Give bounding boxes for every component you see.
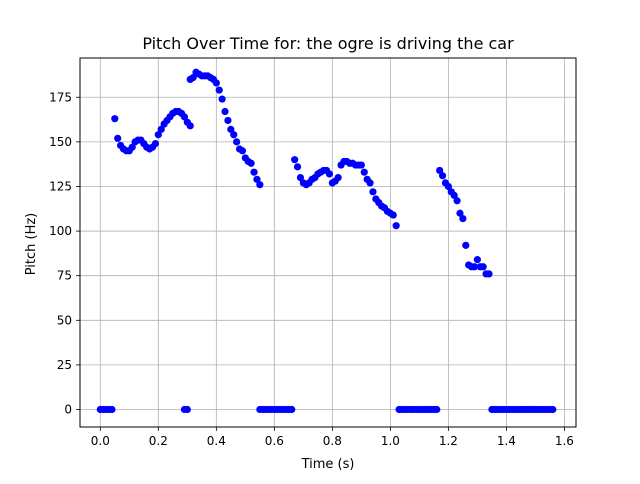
pitch-point <box>369 188 377 196</box>
x-tick-label: 1.6 <box>555 434 574 448</box>
pitch-point <box>392 222 400 230</box>
data-points <box>96 68 557 414</box>
pitch-point <box>183 405 191 414</box>
pitch-point <box>186 122 194 130</box>
pitch-point <box>189 74 197 82</box>
x-axis-label: Time (s) <box>301 457 355 472</box>
pitch-point <box>218 95 226 103</box>
chart-title: Pitch Over Time for: the ogre is driving… <box>142 34 514 53</box>
x-tick-label: 0.2 <box>149 434 168 448</box>
pitch-point <box>288 405 296 414</box>
pitch-point <box>459 214 467 223</box>
y-tick-label: 0 <box>64 403 72 417</box>
pitch-point <box>438 172 447 180</box>
pitch-point <box>453 197 461 205</box>
pitch-point <box>250 168 258 176</box>
x-tick-label: 0.6 <box>265 434 284 448</box>
x-tick-label: 0.8 <box>323 434 342 448</box>
y-tick-label: 25 <box>57 358 72 372</box>
pitch-point <box>444 182 452 191</box>
x-tick-label: 0.0 <box>91 434 110 448</box>
pitch-point <box>114 134 122 142</box>
pitch-point <box>212 79 220 87</box>
pitch-point <box>224 116 232 125</box>
pitch-point <box>227 125 235 133</box>
pitch-point <box>180 113 189 121</box>
pitch-point <box>293 163 302 171</box>
x-tick-label: 0.4 <box>207 434 226 448</box>
pitch-point <box>485 270 493 278</box>
pitch-point <box>111 115 119 123</box>
pitch-point <box>357 161 365 169</box>
x-axis-ticks: 0.0 0.2 0.4 0.6 0.8 1.0 1.2 1.4 1.6 <box>91 427 574 448</box>
y-axis-ticks: 0 25 50 75 100 125 150 175 <box>49 90 80 417</box>
pitch-point <box>360 168 368 176</box>
y-tick-label: 175 <box>49 90 72 104</box>
pitch-point <box>256 181 264 189</box>
x-tick-label: 1.4 <box>497 434 516 448</box>
y-tick-label: 125 <box>49 179 72 193</box>
y-axis-label: Pitch (Hz) <box>24 213 39 276</box>
pitch-point <box>366 179 374 187</box>
pitch-point <box>479 263 487 271</box>
pitch-point <box>151 140 160 148</box>
pitch-point <box>157 125 165 133</box>
pitch-point <box>334 173 342 182</box>
pitch-point <box>450 191 458 199</box>
pitch-point <box>128 143 136 151</box>
x-tick-label: 1.2 <box>439 434 458 448</box>
pitch-point <box>253 175 261 183</box>
pitch-point <box>436 166 444 175</box>
pitch-point <box>433 405 441 414</box>
pitch-point <box>238 147 247 155</box>
pitch-point <box>154 131 162 139</box>
pitch-point <box>456 209 464 217</box>
pitch-point <box>233 138 241 146</box>
y-tick-label: 75 <box>57 269 72 283</box>
pitch-point <box>215 86 223 94</box>
pitch-point <box>549 405 557 414</box>
pitch-point <box>470 263 479 271</box>
pitch-point <box>389 211 397 219</box>
x-tick-label: 1.0 <box>381 434 400 448</box>
pitch-point <box>230 131 238 139</box>
pitch-point <box>325 170 334 178</box>
y-tick-label: 50 <box>57 313 72 327</box>
pitch-point <box>291 156 299 164</box>
y-tick-label: 150 <box>49 135 72 149</box>
pitch-point <box>462 241 470 249</box>
pitch-point <box>108 405 116 414</box>
pitch-point <box>247 159 255 167</box>
pitch-point <box>473 256 481 264</box>
pitch-point <box>296 173 305 182</box>
y-tick-label: 100 <box>49 224 72 238</box>
plot-frame <box>79 57 577 428</box>
pitch-point <box>221 107 229 116</box>
